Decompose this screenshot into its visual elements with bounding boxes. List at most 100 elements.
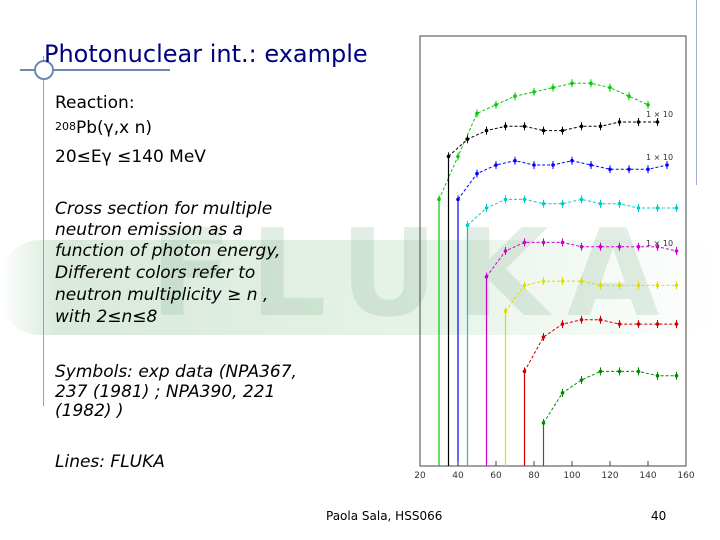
page-number: 40 [651,509,667,523]
data-point [503,249,508,253]
description-line: function of photon energy, [55,241,281,261]
data-point [655,244,660,249]
reaction-formula: Pb(γ,x n) [76,118,153,138]
symbols-line: (1982) ) [55,401,124,421]
data-point [646,167,650,172]
data-point [551,85,555,90]
description-line: neutron multiplicity ≥ n , [55,285,269,305]
data-point [636,369,641,374]
data-point [617,120,622,124]
data-point [655,283,660,288]
data-point [484,206,489,210]
data-point [674,206,679,210]
data-point [513,158,517,163]
data-point [475,111,479,116]
data-point [560,322,565,326]
data-point [503,124,508,129]
data-point [570,158,574,163]
series-label: 1 × 10 [646,239,673,248]
x-tick-label: 100 [563,471,580,481]
data-point [579,197,584,202]
data-point [598,318,603,322]
data-point [636,244,641,249]
series-line [467,198,677,226]
data-point [446,154,451,159]
lines-label: Lines: FLUKA [55,452,165,472]
decor-line-right [696,0,697,185]
data-point [494,103,498,107]
data-point [560,201,565,206]
series-label-layer: 1 × 10 1 × 10 1 × 10 [646,110,673,248]
data-point [560,391,565,395]
data-point [655,373,660,378]
data-point [655,206,660,210]
data-point [522,369,527,374]
data-point [674,283,679,288]
series-line [457,160,668,200]
decor-line-vertical [43,56,44,406]
data-point [627,167,631,172]
data-point [579,378,584,382]
data-point [541,421,546,425]
watermark-logo: FLUKA [150,205,678,344]
data-point [541,279,546,283]
data-point [570,81,574,86]
data-point [589,163,593,167]
data-point [560,279,565,283]
data-point [456,154,460,159]
series-4 [484,238,679,466]
symbols-line: 237 (1981) ; NPA390, 221 [55,382,276,402]
decor-circle [34,60,54,80]
x-tick-label: 140 [639,471,656,481]
data-point [541,128,546,133]
data-point [541,240,546,245]
decor-line-horizontal [20,69,170,71]
data-point [655,120,660,124]
cross-section-chart: 20 40 60 80 100 120 140 160 1 × 10 1 × 10 1 × 10 [414,35,695,481]
data-point [551,163,555,167]
series-5 [503,277,679,466]
data-point [598,369,603,374]
description-line: Cross section for multiple [55,199,273,219]
series-1 [446,118,660,466]
footer-author: Paola Sala, HSS066 [326,509,443,523]
data-point [589,81,593,86]
data-point [608,85,612,90]
data-point [475,171,479,176]
description-line: with 2≤n≤8 [55,307,158,327]
data-point [674,322,679,326]
data-point [674,373,679,378]
x-tick-label: 160 [677,471,694,481]
data-point [579,244,584,249]
data-point [456,197,460,202]
series-line [438,82,649,200]
series-2 [456,156,669,466]
data-point [579,318,584,322]
data-point [617,244,622,249]
data-point [617,369,622,374]
data-point [598,244,603,249]
data-point [598,201,603,206]
data-point [522,283,527,288]
reaction-mass: 208 [55,120,76,133]
data-point [503,309,508,314]
description-line: Different colors refer to [55,263,256,283]
data-point [636,120,641,124]
x-tick-label: 60 [490,471,502,481]
slide-title: Photonuclear int.: example [44,40,368,68]
data-point [532,163,536,167]
data-point [636,322,641,326]
data-point [636,206,641,210]
energy-range: 20≤Eγ ≤140 MeV [55,147,206,167]
series-label: 1 × 10 [646,110,673,119]
series-7 [541,367,679,466]
data-point [655,322,660,326]
data-point [541,201,546,206]
x-tick-label: 80 [528,471,540,481]
data-point [617,201,622,206]
x-tick-label: 40 [452,471,464,481]
data-point [579,279,584,283]
data-point [560,240,565,245]
series-line [448,121,658,157]
data-point [513,94,517,98]
